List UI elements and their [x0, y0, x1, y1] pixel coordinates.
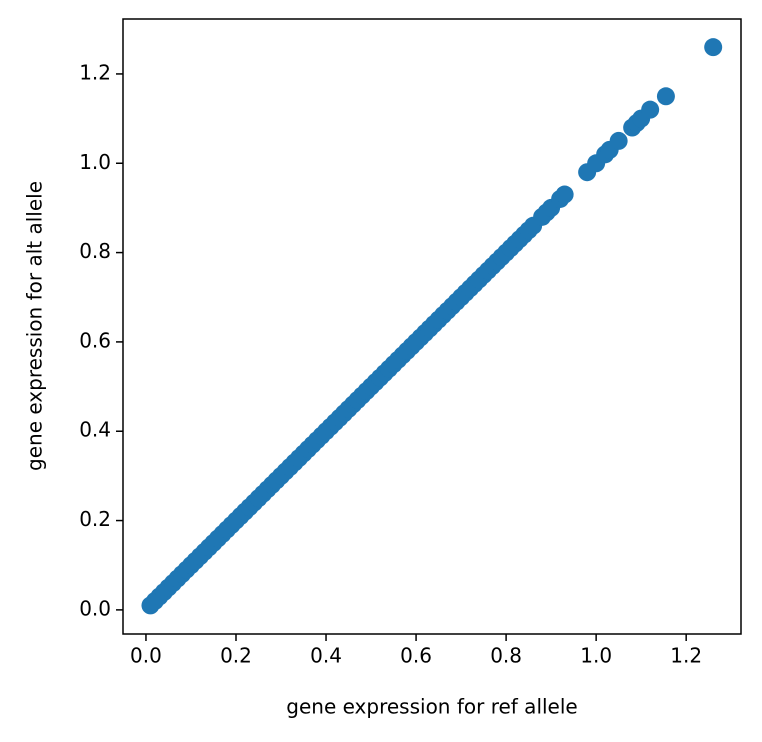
y-tick-label: 0.0 — [79, 596, 111, 620]
x-axis-label: gene expression for ref allele — [286, 695, 577, 719]
point — [641, 100, 660, 119]
x-tick-label: 0.8 — [490, 644, 522, 668]
x-tick-label: 0.4 — [310, 644, 342, 668]
y-tick-label: 0.6 — [79, 328, 111, 352]
y-tick-label: 1.0 — [79, 150, 111, 174]
point — [656, 87, 675, 106]
plot-frame — [122, 18, 742, 635]
x-tick-label: 1.0 — [580, 644, 612, 668]
point — [704, 38, 723, 57]
point — [609, 131, 628, 150]
x-tick-label: 0.2 — [220, 644, 252, 668]
x-tick-label: 0.0 — [130, 644, 162, 668]
point — [555, 185, 574, 204]
y-tick-label: 0.2 — [79, 507, 111, 531]
x-tick-label: 0.6 — [400, 644, 432, 668]
y-tick-label: 0.8 — [79, 239, 111, 263]
x-tick-label: 1.2 — [670, 644, 702, 668]
y-tick-label: 0.4 — [79, 418, 111, 442]
y-axis-label: gene expression for alt allele — [23, 181, 47, 471]
y-tick-label: 1.2 — [79, 60, 111, 84]
